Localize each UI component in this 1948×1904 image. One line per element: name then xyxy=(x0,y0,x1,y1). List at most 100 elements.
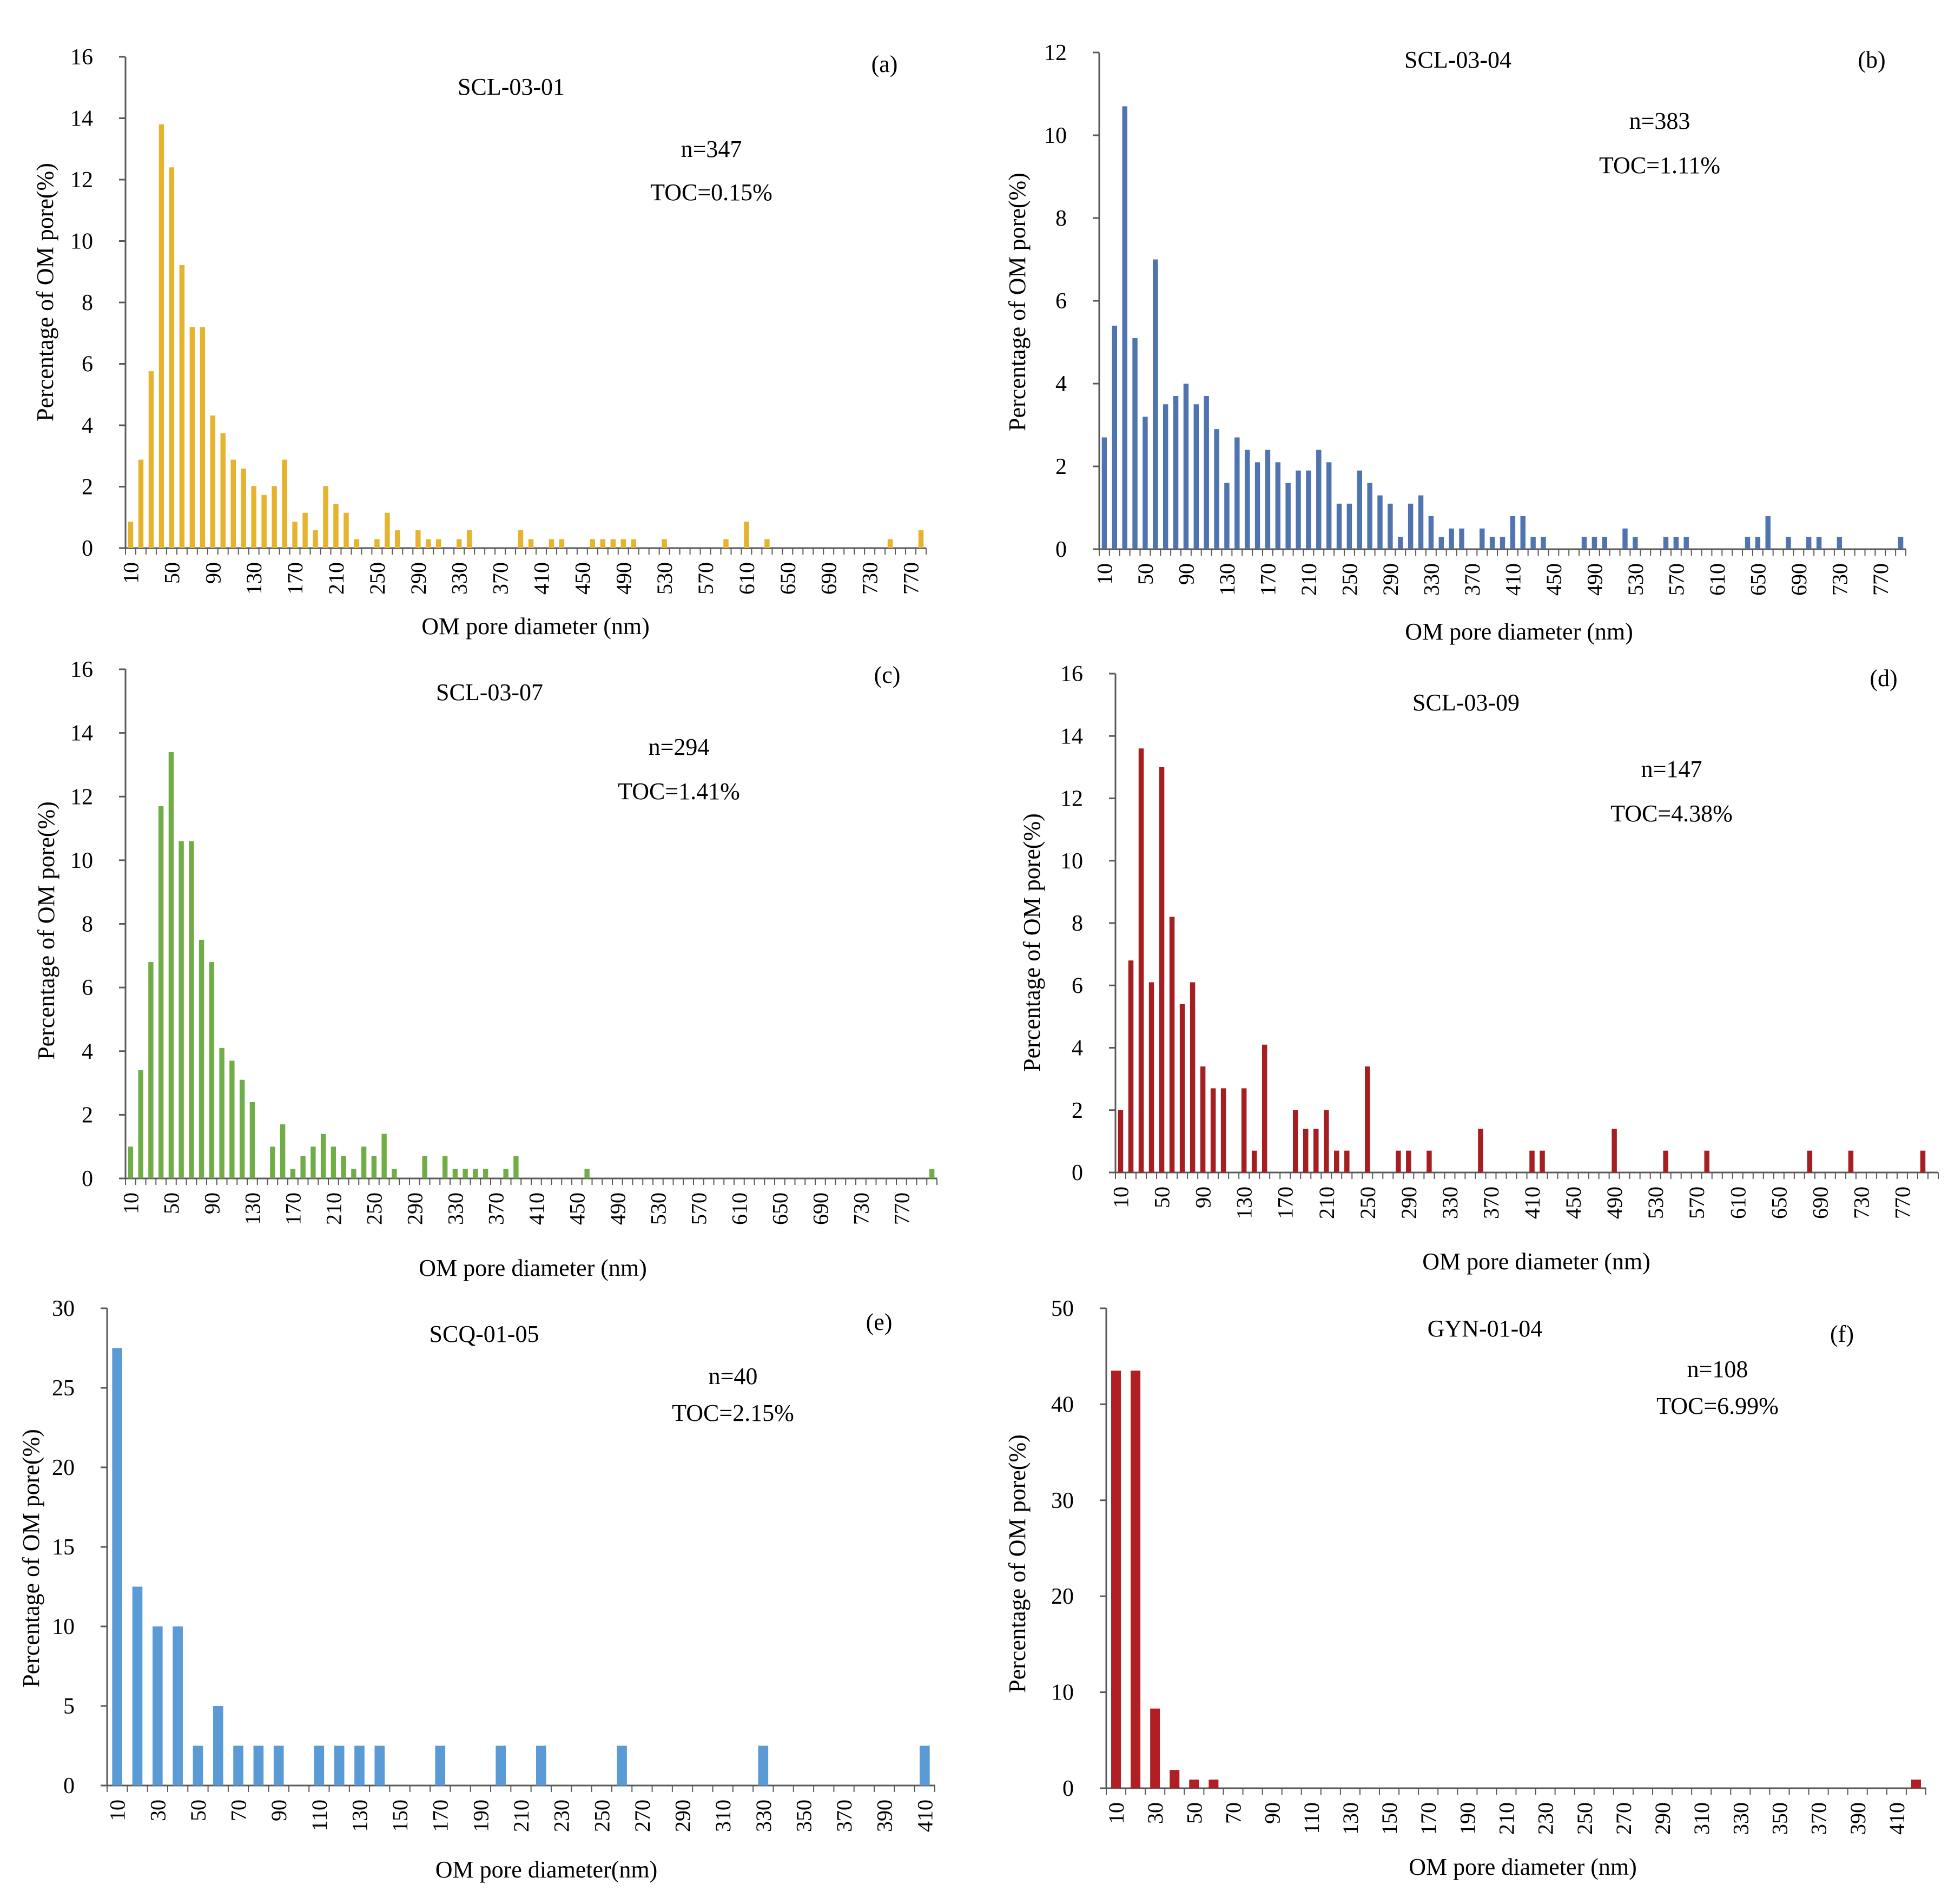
histogram-bar xyxy=(148,962,154,1178)
histogram-bar xyxy=(1189,1780,1199,1788)
histogram-bar xyxy=(1520,516,1526,549)
histogram-bar xyxy=(1388,503,1393,549)
histogram-bar xyxy=(219,1047,224,1178)
histogram-bar xyxy=(199,939,204,1178)
histogram-bar xyxy=(173,1626,183,1786)
histogram-bar xyxy=(1265,450,1271,549)
histogram-bar xyxy=(1183,384,1189,549)
histogram-bar xyxy=(1663,537,1669,549)
toc-value: TOC=4.38% xyxy=(1610,800,1733,827)
x-tick-label: 70 xyxy=(227,1800,251,1821)
histogram-bar xyxy=(1765,516,1771,549)
x-axis-title: OM pore diameter (nm) xyxy=(1405,618,1633,645)
histogram-bar xyxy=(128,1147,134,1178)
histogram-bar xyxy=(1602,537,1607,549)
panel-label: (c) xyxy=(874,662,901,688)
x-tick-label: 270 xyxy=(630,1800,655,1832)
histogram-bar xyxy=(128,522,134,548)
x-tick-label: 230 xyxy=(550,1800,574,1832)
histogram-bar xyxy=(1898,537,1904,549)
panel-label: (e) xyxy=(866,1309,893,1335)
histogram-bar xyxy=(1592,537,1597,549)
x-tick-label: 330 xyxy=(1419,563,1443,596)
histogram-bar xyxy=(1367,483,1372,549)
x-tick-label: 650 xyxy=(776,562,800,595)
histogram-bar xyxy=(422,1156,427,1178)
x-tick-label: 730 xyxy=(1849,1187,1873,1219)
x-tick-label: 10 xyxy=(1104,1802,1128,1824)
histogram-bar xyxy=(1210,1088,1216,1172)
y-tick-label: 2 xyxy=(1072,1098,1083,1123)
x-tick-label: 650 xyxy=(1767,1187,1791,1219)
x-axis-title: OM pore diameter(nm) xyxy=(435,1856,658,1883)
histogram-bar xyxy=(610,539,616,548)
histogram-bar xyxy=(1807,1150,1813,1172)
histogram-bar xyxy=(189,841,194,1178)
y-tick-label: 4 xyxy=(82,413,93,438)
x-tick-label: 50 xyxy=(159,1193,183,1214)
histogram-bar xyxy=(1755,537,1761,549)
y-tick-label: 8 xyxy=(82,291,93,315)
y-tick-label: 16 xyxy=(70,657,93,682)
x-tick-label: 690 xyxy=(1787,563,1811,596)
histogram-bar xyxy=(1406,1150,1411,1172)
x-tick-label: 210 xyxy=(321,1193,346,1225)
histogram-bar xyxy=(452,1169,458,1178)
toc-value: TOC=1.11% xyxy=(1599,152,1720,179)
y-axis-title: Percentage of OM pore(%) xyxy=(1004,173,1031,431)
x-tick-label: 490 xyxy=(611,562,636,595)
x-tick-label: 370 xyxy=(1479,1187,1503,1219)
histogram-bar xyxy=(1159,767,1165,1172)
histogram-bar xyxy=(426,539,431,548)
y-tick-label: 40 xyxy=(1051,1392,1074,1417)
histogram-bar xyxy=(189,327,195,548)
histogram-bar xyxy=(518,530,524,548)
histogram-bar xyxy=(415,530,421,548)
histogram-bar xyxy=(442,1156,448,1178)
histogram-bar xyxy=(1428,516,1434,549)
histogram-bar xyxy=(323,486,328,548)
x-tick-label: 190 xyxy=(468,1800,493,1832)
x-tick-label: 650 xyxy=(1746,563,1770,596)
histogram-bar xyxy=(1438,537,1444,549)
x-tick-label: 50 xyxy=(1150,1187,1174,1208)
x-tick-label: 770 xyxy=(899,562,923,595)
histogram-bar xyxy=(193,1745,203,1786)
x-tick-label: 250 xyxy=(1573,1802,1597,1835)
histogram-bar xyxy=(662,539,667,548)
y-tick-label: 14 xyxy=(1060,724,1083,749)
x-tick-label: 490 xyxy=(1582,563,1607,596)
histogram-bar xyxy=(341,1156,346,1178)
histogram-bar xyxy=(1806,537,1812,549)
histogram-bar xyxy=(1251,1150,1257,1172)
y-tick-label: 2 xyxy=(82,1103,93,1128)
histogram-bar xyxy=(112,1348,122,1786)
x-tick-label: 410 xyxy=(913,1800,937,1832)
histogram-bar xyxy=(273,1745,284,1786)
x-tick-label: 10 xyxy=(105,1800,130,1821)
chart-panel-a: SCL-03-01 (a) n=347 TOC=0.15% OM pore di… xyxy=(32,45,927,640)
sample-title: SCL-03-01 xyxy=(458,74,565,100)
histogram-bar xyxy=(1224,483,1230,549)
sample-title: SCL-03-04 xyxy=(1404,47,1511,73)
histogram-bar xyxy=(456,539,462,548)
y-axis-title: Percentage of OM pore(%) xyxy=(32,163,58,421)
y-tick-label: 4 xyxy=(1055,372,1067,397)
sample-count: n=147 xyxy=(1641,756,1702,782)
x-tick-label: 10 xyxy=(118,1193,143,1214)
y-tick-label: 20 xyxy=(52,1455,75,1480)
histogram-bar xyxy=(435,1745,446,1786)
histogram-bar xyxy=(1541,537,1546,549)
sample-count: n=383 xyxy=(1629,108,1691,134)
histogram-bar xyxy=(1408,503,1414,549)
histogram-bar xyxy=(463,1169,468,1178)
histogram-bar xyxy=(313,530,318,548)
histogram-bar xyxy=(590,539,596,548)
y-tick-label: 10 xyxy=(70,229,93,254)
histogram-bar xyxy=(920,1745,930,1786)
histogram-bar xyxy=(549,539,554,548)
histogram-bar xyxy=(169,167,175,548)
sample-title: SCL-03-09 xyxy=(1412,689,1520,716)
y-tick-label: 0 xyxy=(63,1774,75,1798)
